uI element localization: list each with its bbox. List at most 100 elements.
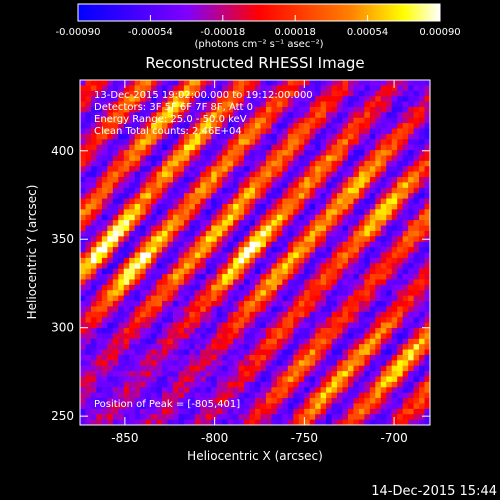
heatmap-cell bbox=[353, 392, 360, 399]
heatmap-cell bbox=[205, 279, 212, 286]
heatmap-cell bbox=[320, 117, 327, 124]
heatmap-cell bbox=[151, 128, 157, 135]
heatmap-cell bbox=[238, 139, 245, 146]
heatmap-cell bbox=[255, 327, 261, 334]
heatmap-cell bbox=[216, 214, 223, 221]
heatmap-cell bbox=[276, 381, 283, 388]
heatmap-cell bbox=[276, 403, 283, 410]
heatmap-cell bbox=[112, 376, 119, 383]
heatmap-cell bbox=[118, 338, 125, 345]
heatmap-cell bbox=[211, 85, 218, 92]
heatmap-cell bbox=[309, 144, 316, 151]
heatmap-cell bbox=[162, 354, 168, 361]
heatmap-cell bbox=[90, 349, 97, 356]
heatmap-cell bbox=[96, 398, 103, 404]
heatmap-cell bbox=[287, 371, 294, 377]
heatmap-cell bbox=[260, 311, 267, 318]
heatmap-cell bbox=[123, 209, 130, 216]
heatmap-cell bbox=[151, 354, 157, 361]
heatmap-cell bbox=[326, 209, 332, 216]
heatmap-cell bbox=[304, 85, 311, 92]
heatmap-cell bbox=[200, 301, 207, 307]
heatmap-cell bbox=[391, 327, 398, 334]
heatmap-cell bbox=[80, 344, 86, 350]
heatmap-cell bbox=[287, 360, 294, 367]
heatmap-cell bbox=[369, 290, 376, 297]
heatmap-cell bbox=[167, 106, 174, 113]
heatmap-cell bbox=[145, 403, 152, 410]
heatmap-cell bbox=[276, 85, 283, 92]
heatmap-cell bbox=[380, 193, 387, 199]
heatmap-cell bbox=[358, 123, 365, 129]
heatmap-cell bbox=[408, 214, 414, 221]
heatmap-cell bbox=[282, 317, 289, 323]
heatmap-cell bbox=[408, 85, 414, 92]
heatmap-cell bbox=[140, 354, 147, 361]
heatmap-cell bbox=[172, 371, 179, 377]
heatmap-cell bbox=[309, 187, 316, 194]
heatmap-cell bbox=[85, 268, 92, 275]
heatmap-cell bbox=[90, 322, 97, 329]
heatmap-cell bbox=[358, 290, 365, 297]
heatmap-cell bbox=[200, 392, 207, 399]
heatmap-cell bbox=[255, 133, 261, 140]
heatmap-cell bbox=[260, 171, 267, 178]
heatmap-cell bbox=[380, 398, 387, 404]
heatmap-cell bbox=[101, 214, 108, 221]
heatmap-cell bbox=[222, 171, 229, 178]
heatmap-cell bbox=[123, 295, 130, 302]
heatmap-cell bbox=[408, 139, 414, 146]
heatmap-cell bbox=[200, 209, 207, 216]
heatmap-cell bbox=[96, 376, 103, 383]
heatmap-cell bbox=[134, 182, 141, 189]
heatmap-cell bbox=[151, 398, 157, 404]
heatmap-cell bbox=[309, 252, 316, 259]
heatmap-cell bbox=[375, 220, 382, 226]
heatmap-cell bbox=[408, 220, 414, 226]
heatmap-cell bbox=[298, 101, 305, 108]
heatmap-cell bbox=[216, 338, 223, 345]
heatmap-cell bbox=[276, 128, 283, 135]
heatmap-cell bbox=[369, 117, 376, 124]
heatmap-cell bbox=[205, 419, 212, 425]
heatmap-cell bbox=[129, 203, 136, 210]
heatmap-cell bbox=[342, 376, 349, 383]
heatmap-cell bbox=[391, 123, 398, 129]
heatmap-cell bbox=[238, 327, 245, 334]
heatmap-cell bbox=[358, 263, 365, 270]
heatmap-cell bbox=[151, 182, 157, 189]
heatmap-cell bbox=[304, 117, 311, 124]
heatmap-cell bbox=[402, 236, 409, 243]
heatmap-cell bbox=[271, 112, 278, 119]
heatmap-cell bbox=[244, 408, 250, 415]
heatmap-cell bbox=[96, 166, 103, 173]
heatmap-cell bbox=[331, 344, 338, 350]
heatmap-cell bbox=[386, 301, 393, 307]
heatmap-cell bbox=[347, 112, 354, 119]
heatmap-cell bbox=[134, 257, 141, 264]
heatmap-cell bbox=[244, 220, 250, 226]
heatmap-cell bbox=[276, 182, 283, 189]
heatmap-cell bbox=[189, 171, 196, 178]
heatmap-cell bbox=[386, 171, 393, 178]
heatmap-cell bbox=[162, 381, 168, 388]
heatmap-cell bbox=[140, 236, 147, 243]
heatmap-cell bbox=[265, 371, 272, 377]
heatmap-cell bbox=[342, 311, 349, 318]
heatmap-cell bbox=[293, 387, 300, 394]
heatmap-cell bbox=[255, 419, 261, 425]
heatmap-cell bbox=[222, 144, 229, 151]
heatmap-cell bbox=[129, 214, 136, 221]
heatmap-cell bbox=[145, 257, 152, 264]
heatmap-cell bbox=[129, 414, 136, 421]
heatmap-cell bbox=[282, 177, 289, 183]
heatmap-cell bbox=[189, 311, 196, 318]
heatmap-cell bbox=[90, 403, 97, 410]
heatmap-cell bbox=[304, 376, 311, 383]
heatmap-cell bbox=[375, 247, 382, 253]
heatmap-cell bbox=[118, 193, 125, 199]
heatmap-cell bbox=[331, 80, 338, 86]
heatmap-cell bbox=[320, 230, 327, 237]
heatmap-cell bbox=[408, 155, 414, 162]
